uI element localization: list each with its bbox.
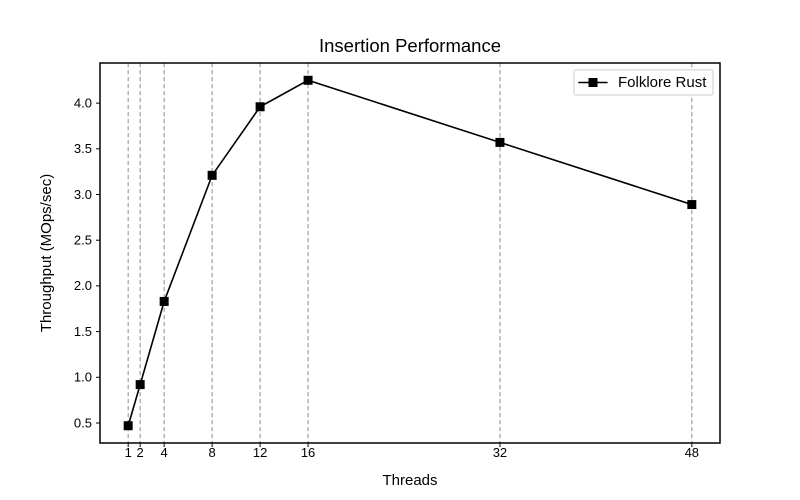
svg-text:1.5: 1.5 (74, 324, 92, 339)
svg-text:3.0: 3.0 (74, 187, 92, 202)
svg-text:Throughput (MOps/sec): Throughput (MOps/sec) (38, 174, 55, 332)
svg-text:0.5: 0.5 (74, 415, 92, 430)
svg-text:32: 32 (493, 445, 507, 460)
svg-text:2: 2 (137, 445, 144, 460)
svg-text:4: 4 (161, 445, 168, 460)
svg-text:1.0: 1.0 (74, 370, 92, 385)
svg-text:Threads: Threads (382, 472, 437, 489)
svg-text:3.5: 3.5 (74, 141, 92, 156)
svg-text:48: 48 (685, 445, 699, 460)
svg-text:Insertion Performance: Insertion Performance (319, 35, 501, 56)
svg-text:8: 8 (209, 445, 216, 460)
svg-text:16: 16 (301, 445, 315, 460)
svg-text:1: 1 (125, 445, 132, 460)
svg-text:2.0: 2.0 (74, 278, 92, 293)
svg-text:4.0: 4.0 (74, 95, 92, 110)
svg-text:12: 12 (253, 445, 267, 460)
svg-text:Folklore Rust: Folklore Rust (618, 74, 707, 91)
svg-text:2.5: 2.5 (74, 233, 92, 248)
